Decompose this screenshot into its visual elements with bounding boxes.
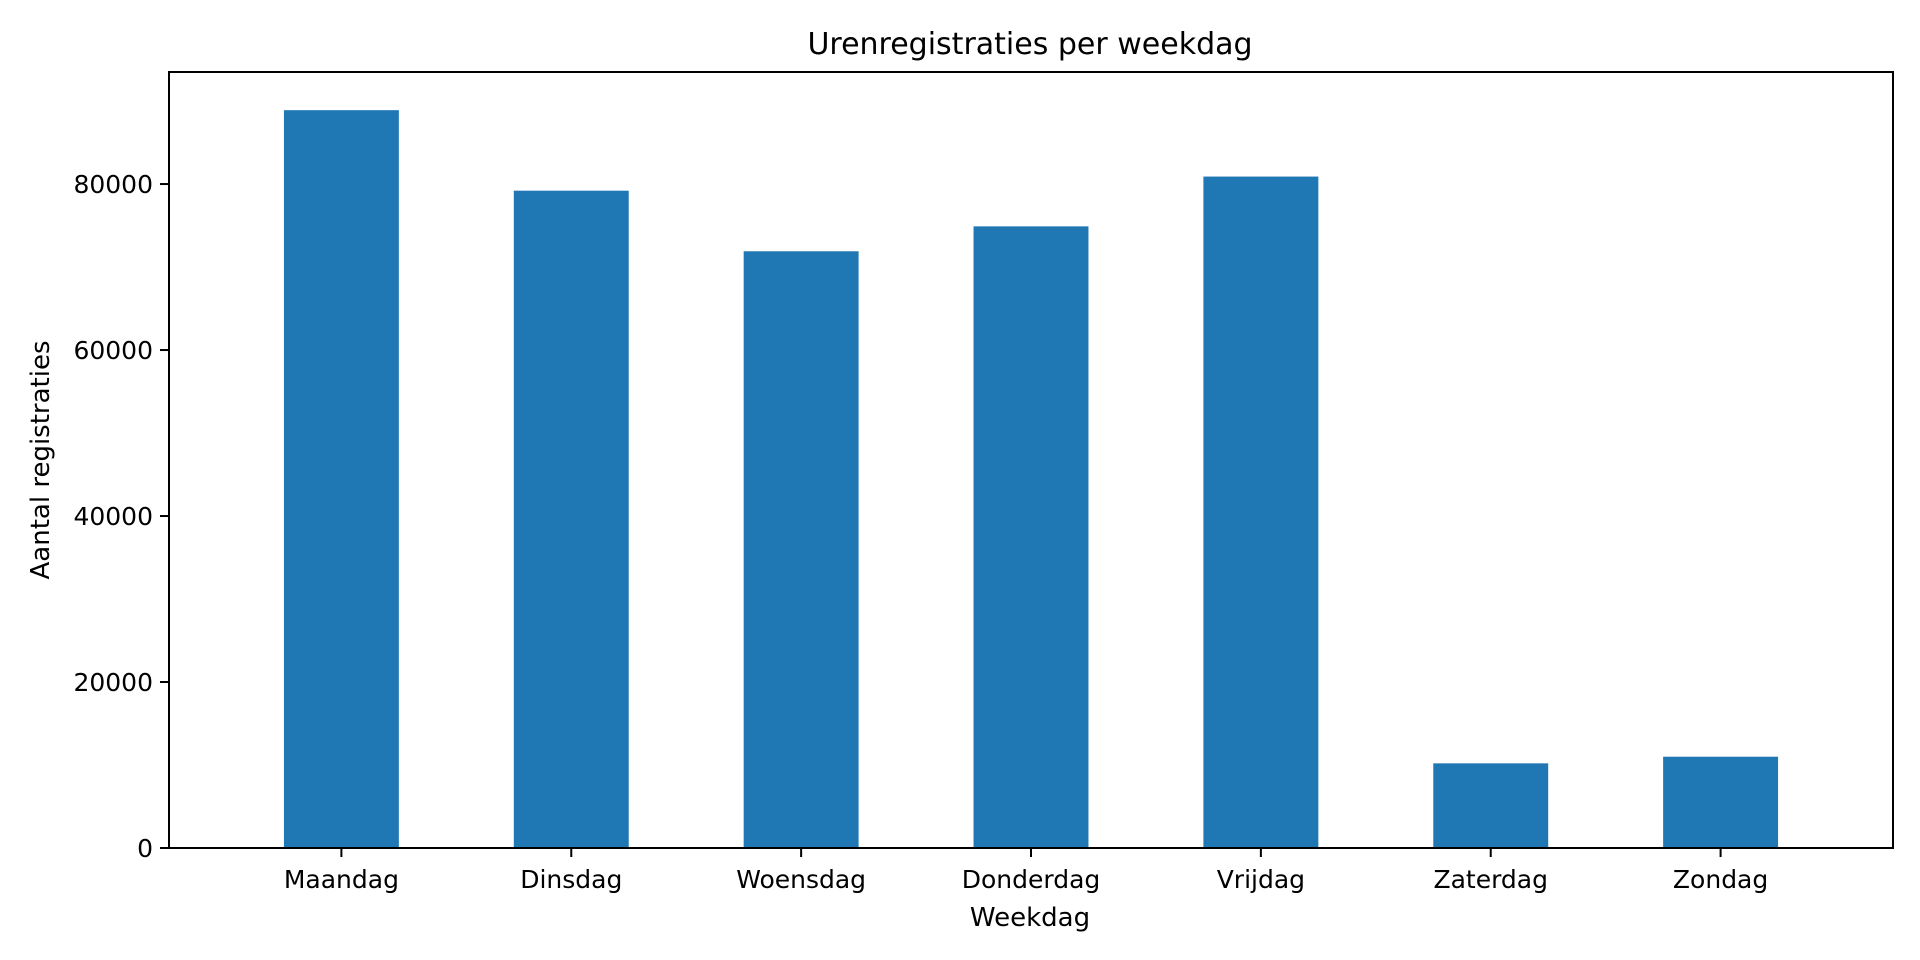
y-tick-label: 60000 <box>73 336 153 365</box>
y-tick-label: 40000 <box>73 502 153 531</box>
chart-title: Urenregistraties per weekdag <box>807 27 1252 62</box>
bar-woensdag <box>743 251 859 848</box>
x-tick-label: Woensdag <box>736 865 866 894</box>
bar-zondag <box>1663 756 1779 848</box>
x-axis-label: Weekdag <box>970 903 1090 933</box>
x-tick-label: Donderdag <box>962 865 1101 894</box>
y-axis-ticks: 0 20000 40000 60000 80000 <box>73 170 169 863</box>
bar-maandag <box>283 110 399 849</box>
x-tick-label: Dinsdag <box>520 865 622 894</box>
bar-zaterdag <box>1433 763 1549 848</box>
y-tick-label: 80000 <box>73 170 153 199</box>
x-tick-label: Zondag <box>1673 865 1768 894</box>
x-tick-label: Maandag <box>284 865 399 894</box>
bar-donderdag <box>973 226 1089 848</box>
y-tick-label: 0 <box>137 834 153 863</box>
x-tick-label: Zaterdag <box>1433 865 1548 894</box>
bar-vrijdag <box>1203 176 1319 848</box>
bars <box>283 110 1779 849</box>
plot-area: 0 20000 40000 60000 80000 Maandag Dinsdag Woen… <box>73 71 1894 894</box>
x-tick-label: Vrijdag <box>1217 865 1305 894</box>
y-tick-label: 20000 <box>73 668 153 697</box>
y-axis-label: Aantal registraties <box>26 341 56 580</box>
bar-dinsdag <box>513 190 629 848</box>
x-axis-ticks: Maandag Dinsdag Woensdag Donderdag Vrijdag Za… <box>284 848 1768 894</box>
